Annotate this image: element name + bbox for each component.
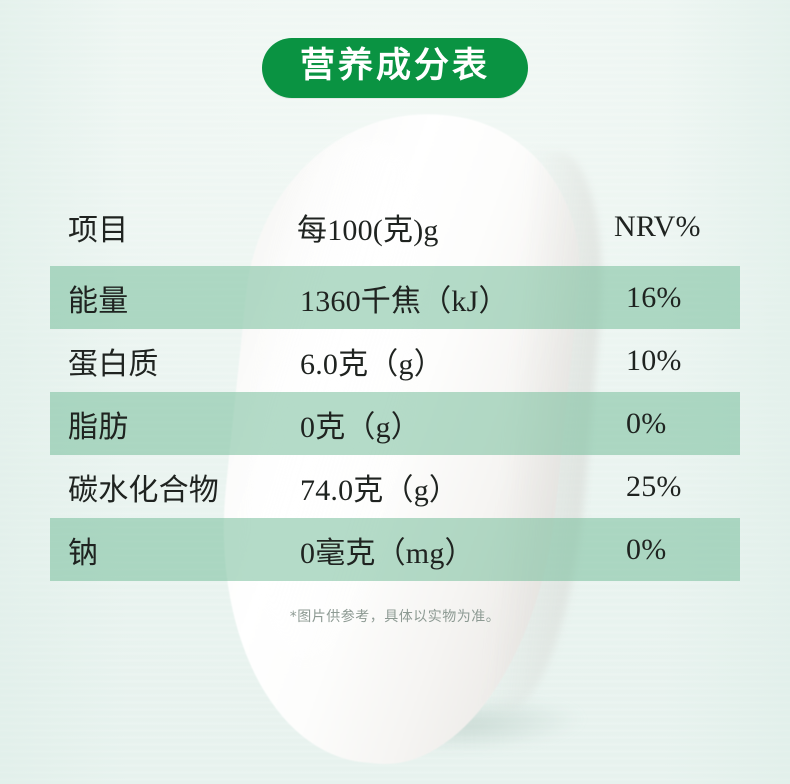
row-nrv: 25% bbox=[626, 469, 682, 503]
row-item-label: 能量 bbox=[68, 284, 129, 318]
table-row: 能量 1360千焦（kJ） 16% bbox=[0, 266, 790, 329]
row-nrv: 0% bbox=[626, 406, 667, 440]
row-band bbox=[50, 392, 740, 455]
row-item-label: 钠 bbox=[68, 536, 99, 570]
row-item-label: 脂肪 bbox=[68, 410, 129, 444]
column-header-per100: 每100(克)g bbox=[297, 214, 439, 247]
table-row: 脂肪 0克（g） 0% bbox=[0, 392, 790, 455]
page-title: 营养成分表 bbox=[261, 38, 529, 98]
product-shadow bbox=[316, 682, 620, 768]
table-row: 蛋白质 6.0克（g） 10% bbox=[0, 329, 790, 392]
table-header-row: 项目 每100(克)g NRV% bbox=[0, 188, 790, 266]
row-value: 0毫克（mg） bbox=[300, 536, 475, 570]
row-value: 1360千焦（kJ） bbox=[300, 284, 509, 318]
column-header-item: 项目 bbox=[68, 214, 129, 247]
row-nrv: 16% bbox=[626, 280, 682, 314]
row-value: 0克（g） bbox=[300, 410, 421, 444]
table-row: 钠 0毫克（mg） 0% bbox=[0, 518, 790, 581]
row-band bbox=[50, 518, 740, 581]
column-header-nrv: NRV% bbox=[614, 210, 701, 243]
table-row: 碳水化合物 74.0克（g） 25% bbox=[0, 455, 790, 518]
row-band bbox=[50, 266, 740, 329]
disclaimer-note: *图片供参考，具体以实物为准。 bbox=[289, 609, 501, 625]
row-value: 6.0克（g） bbox=[300, 347, 444, 381]
row-item-label: 碳水化合物 bbox=[68, 473, 219, 507]
row-nrv: 10% bbox=[626, 343, 682, 377]
row-item-label: 蛋白质 bbox=[68, 347, 159, 381]
row-nrv: 0% bbox=[626, 532, 667, 566]
nutrition-table: 项目 每100(克)g NRV% 能量 1360千焦（kJ） 16% 蛋白质 6… bbox=[0, 188, 790, 581]
row-value: 74.0克（g） bbox=[300, 473, 460, 507]
